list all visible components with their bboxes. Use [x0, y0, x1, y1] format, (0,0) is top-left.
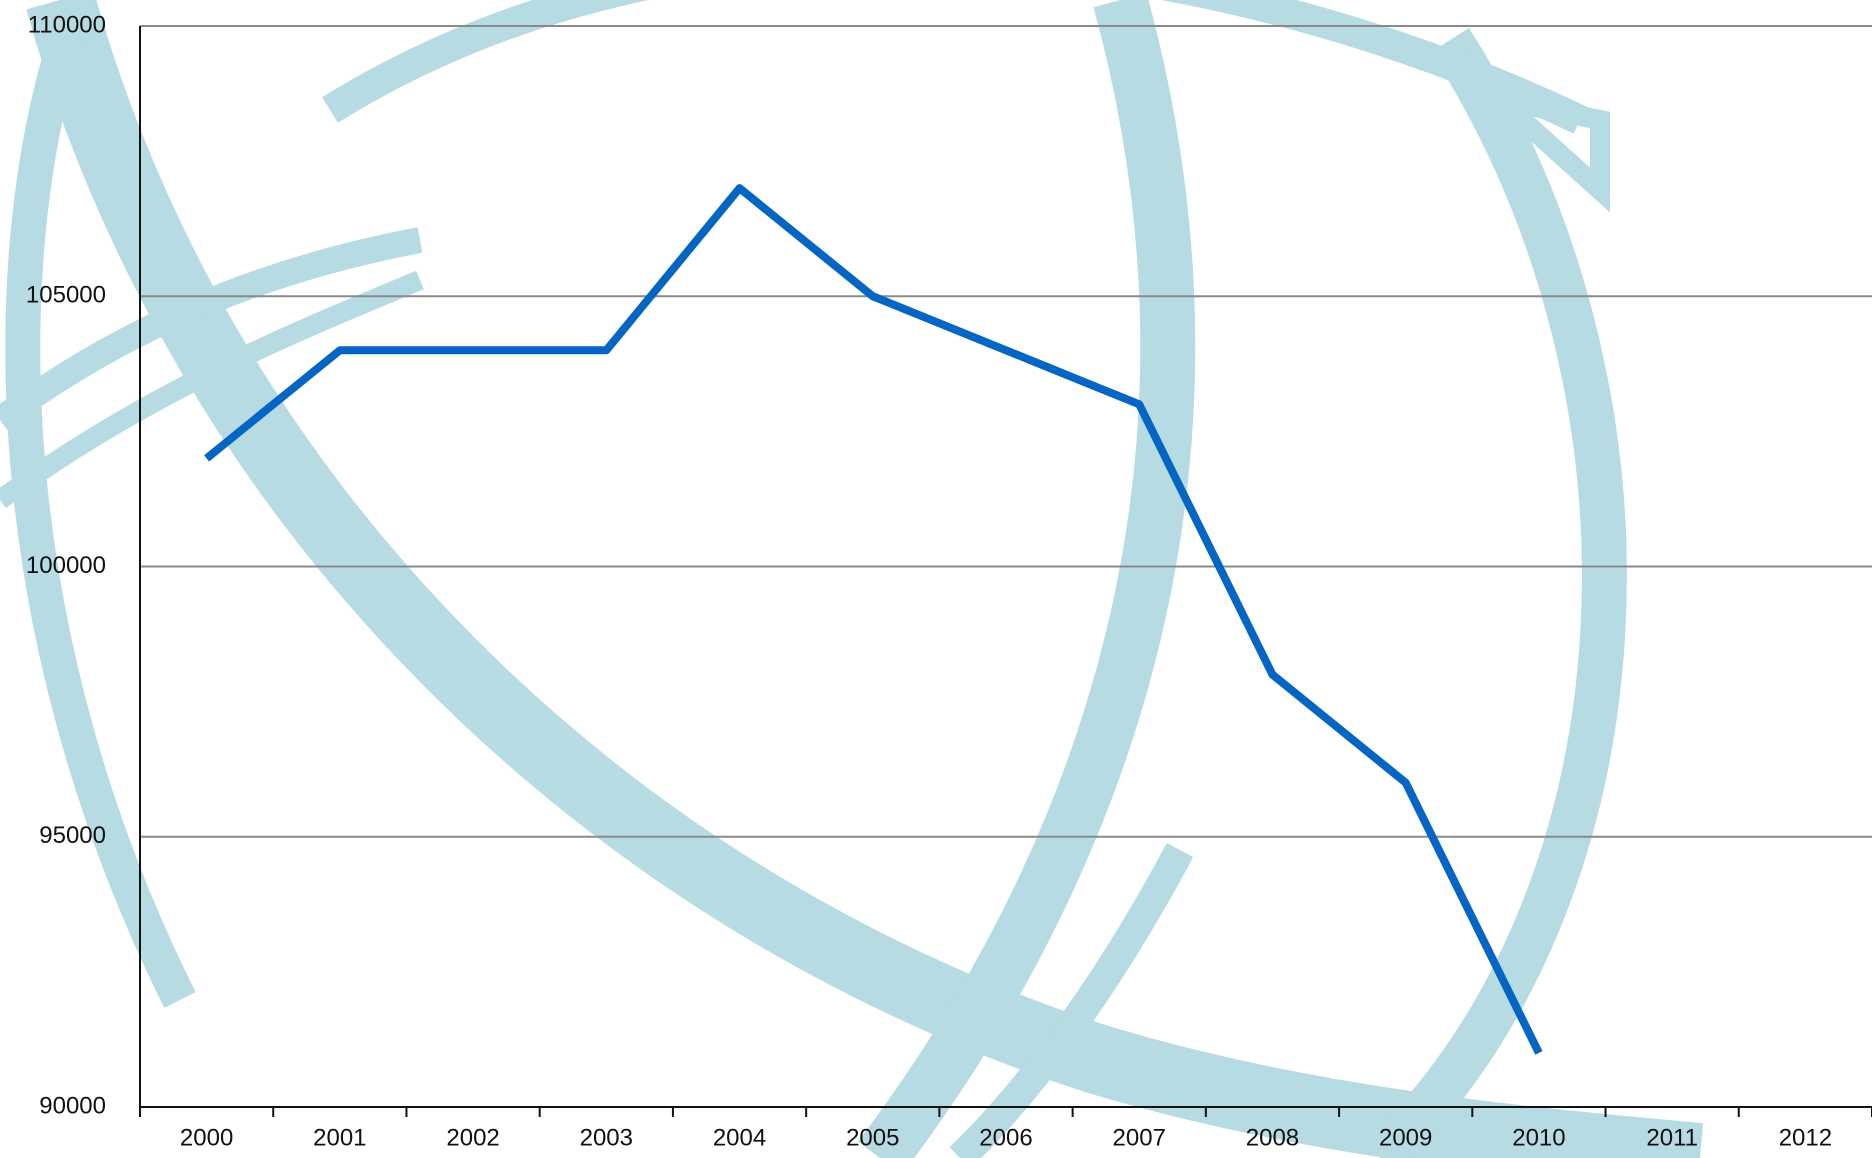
- y-tick-label: 110000: [28, 11, 106, 38]
- x-tick-label: 2002: [446, 1124, 499, 1151]
- x-tick-label: 2010: [1512, 1124, 1565, 1151]
- x-tick-label: 2001: [313, 1124, 366, 1151]
- watermark: [0, 0, 1704, 1158]
- x-tick-label: 2003: [580, 1124, 633, 1151]
- y-tick-label: 95000: [39, 822, 106, 849]
- x-tick-label: 2006: [979, 1124, 1032, 1151]
- y-tick-label: 90000: [39, 1092, 106, 1119]
- x-tick-label: 2004: [713, 1124, 766, 1151]
- y-tick-label: 105000: [26, 282, 106, 309]
- y-tick-label: 100000: [26, 552, 106, 579]
- x-tick-label: 2009: [1379, 1124, 1432, 1151]
- data-line: [204, 184, 1543, 1055]
- x-tick-label: 2005: [846, 1124, 899, 1151]
- x-tick-label: 2012: [1779, 1124, 1832, 1151]
- x-tick-label: 2000: [180, 1124, 233, 1151]
- x-tick-label: 2008: [1246, 1124, 1299, 1151]
- x-tick-label: 2011: [1646, 1124, 1698, 1151]
- x-tick-label: 2007: [1113, 1124, 1166, 1151]
